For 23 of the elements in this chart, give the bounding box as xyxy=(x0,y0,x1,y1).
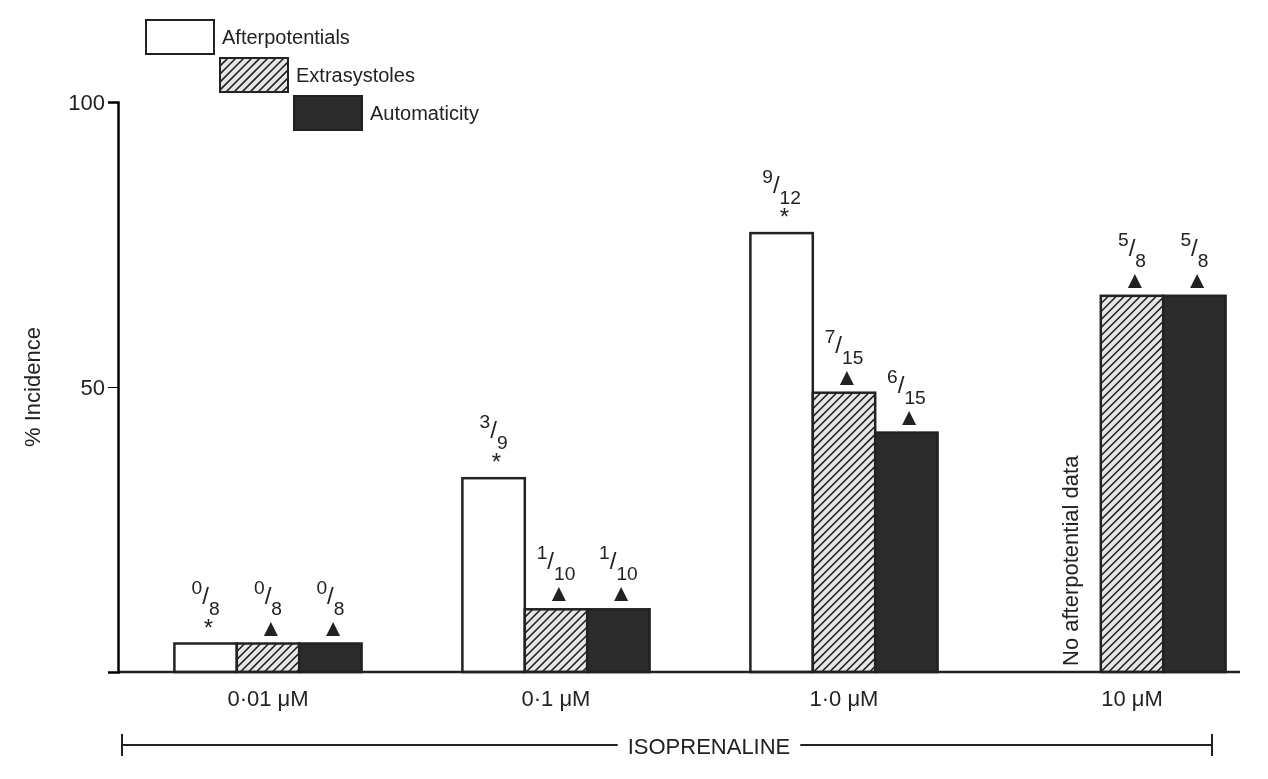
y-axis-title: % Incidence xyxy=(20,327,45,447)
data-label: $^{5}$/$_{8}$ ▲ xyxy=(1180,228,1210,293)
data-label: $^{0}$/$_{8}$ ▲ xyxy=(316,576,346,641)
x-tick-label: 1·0 μM xyxy=(809,686,879,711)
x-axis-title: ISOPRENALINE xyxy=(627,734,791,759)
data-label: $^{0}$/$_{8}$ * xyxy=(191,576,220,641)
legend-label: Extrasystoles xyxy=(296,64,415,86)
data-label: $^{1}$/$_{10}$ ▲ xyxy=(536,541,576,607)
x-tick-label: 0·1 μM xyxy=(521,686,591,711)
x-tick-label: 0·01 μM xyxy=(227,686,309,711)
data-label: $^{7}$/$_{15}$ ▲ xyxy=(824,325,864,390)
data-label: $^{3}$/$_{9}$ * xyxy=(479,410,508,476)
legend-label: Afterpotentials xyxy=(222,26,350,48)
data-label: $^{1}$/$_{10}$ ▲ xyxy=(599,541,638,607)
legend-label: Automaticity xyxy=(370,102,479,124)
data-label: $^{9}$/$_{12}$ * xyxy=(762,165,801,231)
data-label: $^{0}$/$_{8}$ ▲ xyxy=(253,576,283,641)
x-tick-label: 10 μM xyxy=(1101,686,1163,711)
y-tick-label: 100 xyxy=(68,89,105,115)
annotation: No afterpotential data xyxy=(1057,454,1083,666)
data-label: $^{5}$/$_{8}$ ▲ xyxy=(1117,228,1147,293)
y-tick-label: 50 xyxy=(80,374,105,400)
data-label: $^{6}$/$_{15}$ ▲ xyxy=(887,365,926,430)
